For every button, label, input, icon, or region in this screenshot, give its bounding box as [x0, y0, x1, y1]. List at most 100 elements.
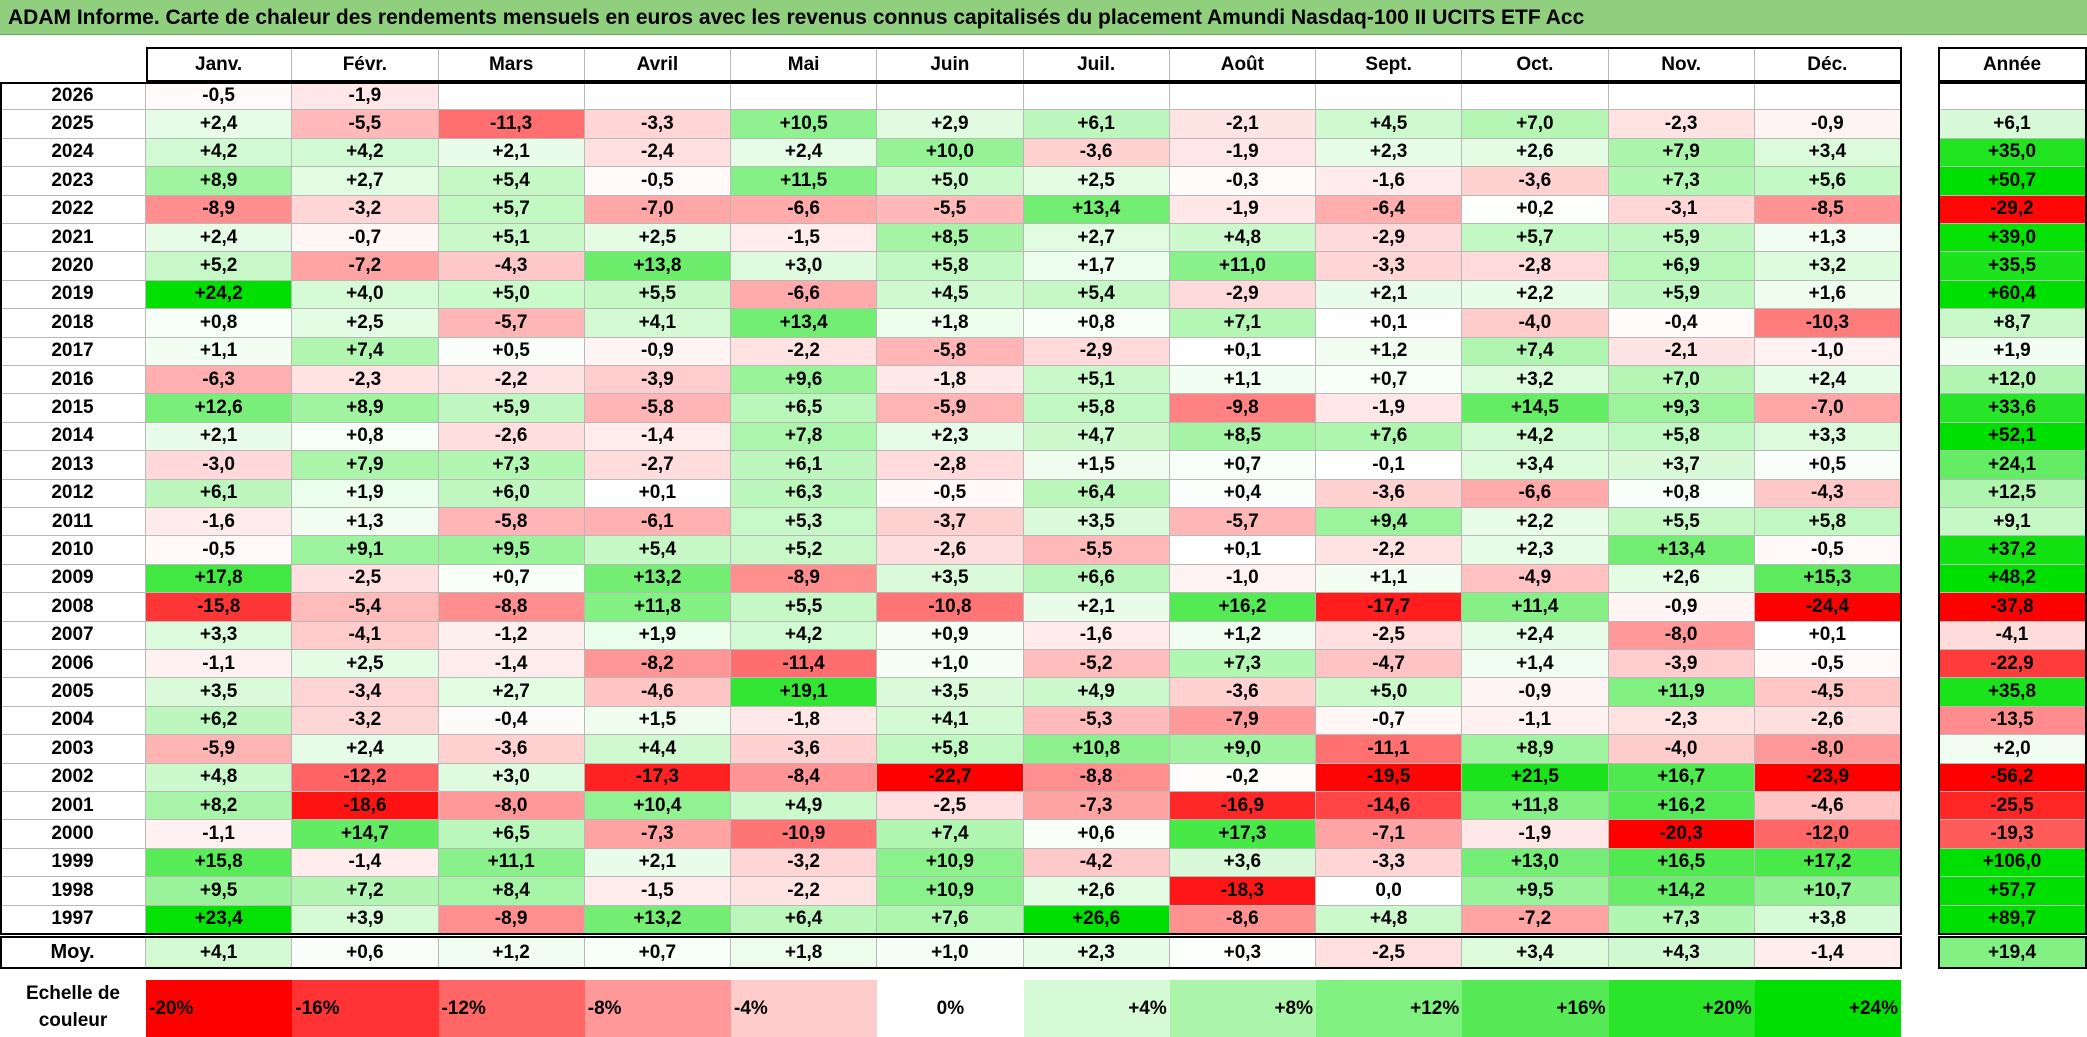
- annual-cell: +12,0: [1938, 366, 2087, 395]
- column-header: Mai: [731, 48, 878, 82]
- color-scale-step: +16%: [1462, 980, 1609, 1037]
- column-header: Juil.: [1023, 48, 1170, 82]
- row-year-label: 2008: [0, 593, 146, 622]
- heatmap-cell: +16,5: [1608, 848, 1755, 878]
- heatmap-cell: +4,9: [1023, 678, 1170, 707]
- heatmap-cell: +5,5: [731, 593, 878, 622]
- heatmap-cell: +14,5: [1462, 394, 1609, 423]
- row-year-label: 1999: [0, 848, 146, 878]
- heatmap-cell: [584, 82, 731, 111]
- heatmap-cell: +9,6: [731, 366, 878, 395]
- heatmap-cell: +19,1: [731, 678, 878, 707]
- row-year-label: 2020: [0, 252, 146, 281]
- average-cell: +4,3: [1608, 938, 1755, 968]
- heatmap-cell: +6,2: [146, 706, 293, 736]
- heatmap-cell: +1,3: [1754, 224, 1901, 253]
- heatmap-cell: +6,5: [438, 820, 585, 849]
- heatmap-cell: +11,8: [1462, 792, 1609, 821]
- heatmap-cell: +2,5: [584, 224, 731, 253]
- heatmap-cell: -2,9: [1169, 280, 1316, 310]
- heatmap-cell: +8,2: [146, 792, 293, 821]
- heatmap-cell: +2,5: [292, 650, 439, 679]
- heatmap-cell: +6,4: [731, 905, 878, 934]
- heatmap-cell: +3,5: [1023, 508, 1170, 537]
- heatmap-cell: +6,0: [438, 479, 585, 508]
- heatmap-cell: +4,5: [1316, 110, 1463, 139]
- row-year-label: 2012: [0, 479, 146, 508]
- heatmap-cell: +9,5: [1462, 877, 1609, 906]
- heatmap-cell: +8,5: [1169, 422, 1316, 452]
- average-row-label: Moy.: [0, 938, 146, 968]
- heatmap-cell: -5,9: [877, 394, 1024, 423]
- heatmap-cell: +1,8: [877, 309, 1024, 338]
- heatmap-cell: -3,6: [1023, 138, 1170, 168]
- heatmap-cell: -1,9: [292, 82, 439, 111]
- heatmap-cell: -4,1: [292, 621, 439, 650]
- heatmap-cell: +0,1: [1169, 536, 1316, 565]
- heatmap-cell: +10,5: [731, 110, 878, 139]
- heatmap-cell: +2,2: [1462, 280, 1609, 310]
- color-scale-step: 0%: [877, 980, 1024, 1037]
- heatmap-cell: +9,1: [292, 536, 439, 565]
- heatmap-cell: +5,2: [731, 536, 878, 565]
- heatmap-cell: -0,5: [146, 82, 293, 111]
- heatmap-cell: -8,8: [438, 593, 585, 622]
- heatmap-cell: -1,4: [438, 650, 585, 679]
- heatmap-cell: +2,3: [877, 422, 1024, 452]
- heatmap-cell: +7,4: [877, 820, 1024, 849]
- heatmap-cell: +0,2: [1462, 195, 1609, 224]
- heatmap-cell: -0,7: [1316, 706, 1463, 736]
- heatmap-cell: +1,1: [146, 337, 293, 366]
- heatmap-cell: -15,8: [146, 593, 293, 622]
- heatmap-cell: +7,9: [292, 451, 439, 480]
- heatmap-cell: -0,5: [877, 479, 1024, 508]
- heatmap-cell: +10,0: [877, 138, 1024, 168]
- heatmap-cell: +5,4: [584, 536, 731, 565]
- heatmap-cell: +3,2: [1754, 252, 1901, 281]
- heatmap-cell: +3,7: [1608, 451, 1755, 480]
- heatmap-cell: +0,7: [1169, 451, 1316, 480]
- annual-cell: +35,0: [1938, 138, 2087, 168]
- row-year-label: 2013: [0, 451, 146, 480]
- heatmap-cell: -1,6: [1023, 621, 1170, 650]
- heatmap-cell: +3,3: [1754, 422, 1901, 452]
- heatmap-cell: +8,5: [877, 224, 1024, 253]
- heatmap-cell: -7,1: [1316, 820, 1463, 849]
- row-year-label: 2009: [0, 564, 146, 594]
- heatmap-cell: -0,5: [1754, 650, 1901, 679]
- heatmap-cell: +3,0: [731, 252, 878, 281]
- color-scale-step: -12%: [438, 980, 585, 1037]
- heatmap-cell: -4,2: [1023, 848, 1170, 878]
- heatmap-cell: -2,7: [584, 451, 731, 480]
- heatmap-cell: +5,8: [1608, 422, 1755, 452]
- color-scale-step: -20%: [146, 980, 293, 1037]
- heatmap-cell: [1462, 82, 1609, 111]
- heatmap-cell: +15,3: [1754, 564, 1901, 594]
- heatmap-cell: +5,8: [1023, 394, 1170, 423]
- heatmap-cell: +13,4: [1608, 536, 1755, 565]
- heatmap-cell: +11,0: [1169, 252, 1316, 281]
- heatmap-cell: +7,2: [292, 877, 439, 906]
- annual-cell: -19,3: [1938, 820, 2087, 849]
- heatmap-cell: +0,7: [1316, 366, 1463, 395]
- annual-cell: +52,1: [1938, 422, 2087, 452]
- average-cell: +1,8: [731, 938, 878, 968]
- heatmap-cell: +1,3: [292, 508, 439, 537]
- heatmap-cell: [438, 82, 585, 111]
- heatmap-cell: +5,4: [1023, 280, 1170, 310]
- heatmap-cell: -2,6: [877, 536, 1024, 565]
- heatmap-cell: -8,4: [731, 763, 878, 792]
- column-header: Août: [1169, 48, 1316, 82]
- heatmap-cell: -10,9: [731, 820, 878, 849]
- column-header: Janv.: [146, 48, 293, 82]
- heatmap-cell: -5,2: [1023, 650, 1170, 679]
- heatmap-cell: -7,3: [584, 820, 731, 849]
- heatmap-cell: -7,2: [1462, 905, 1609, 934]
- heatmap-cell: -4,7: [1316, 650, 1463, 679]
- heatmap-cell: -20,3: [1608, 820, 1755, 849]
- annual-cell: -29,2: [1938, 195, 2087, 224]
- heatmap-cell: +6,6: [1023, 564, 1170, 594]
- heatmap-cell: -8,2: [584, 650, 731, 679]
- annual-cell: +57,7: [1938, 877, 2087, 906]
- heatmap-cell: -0,9: [584, 337, 731, 366]
